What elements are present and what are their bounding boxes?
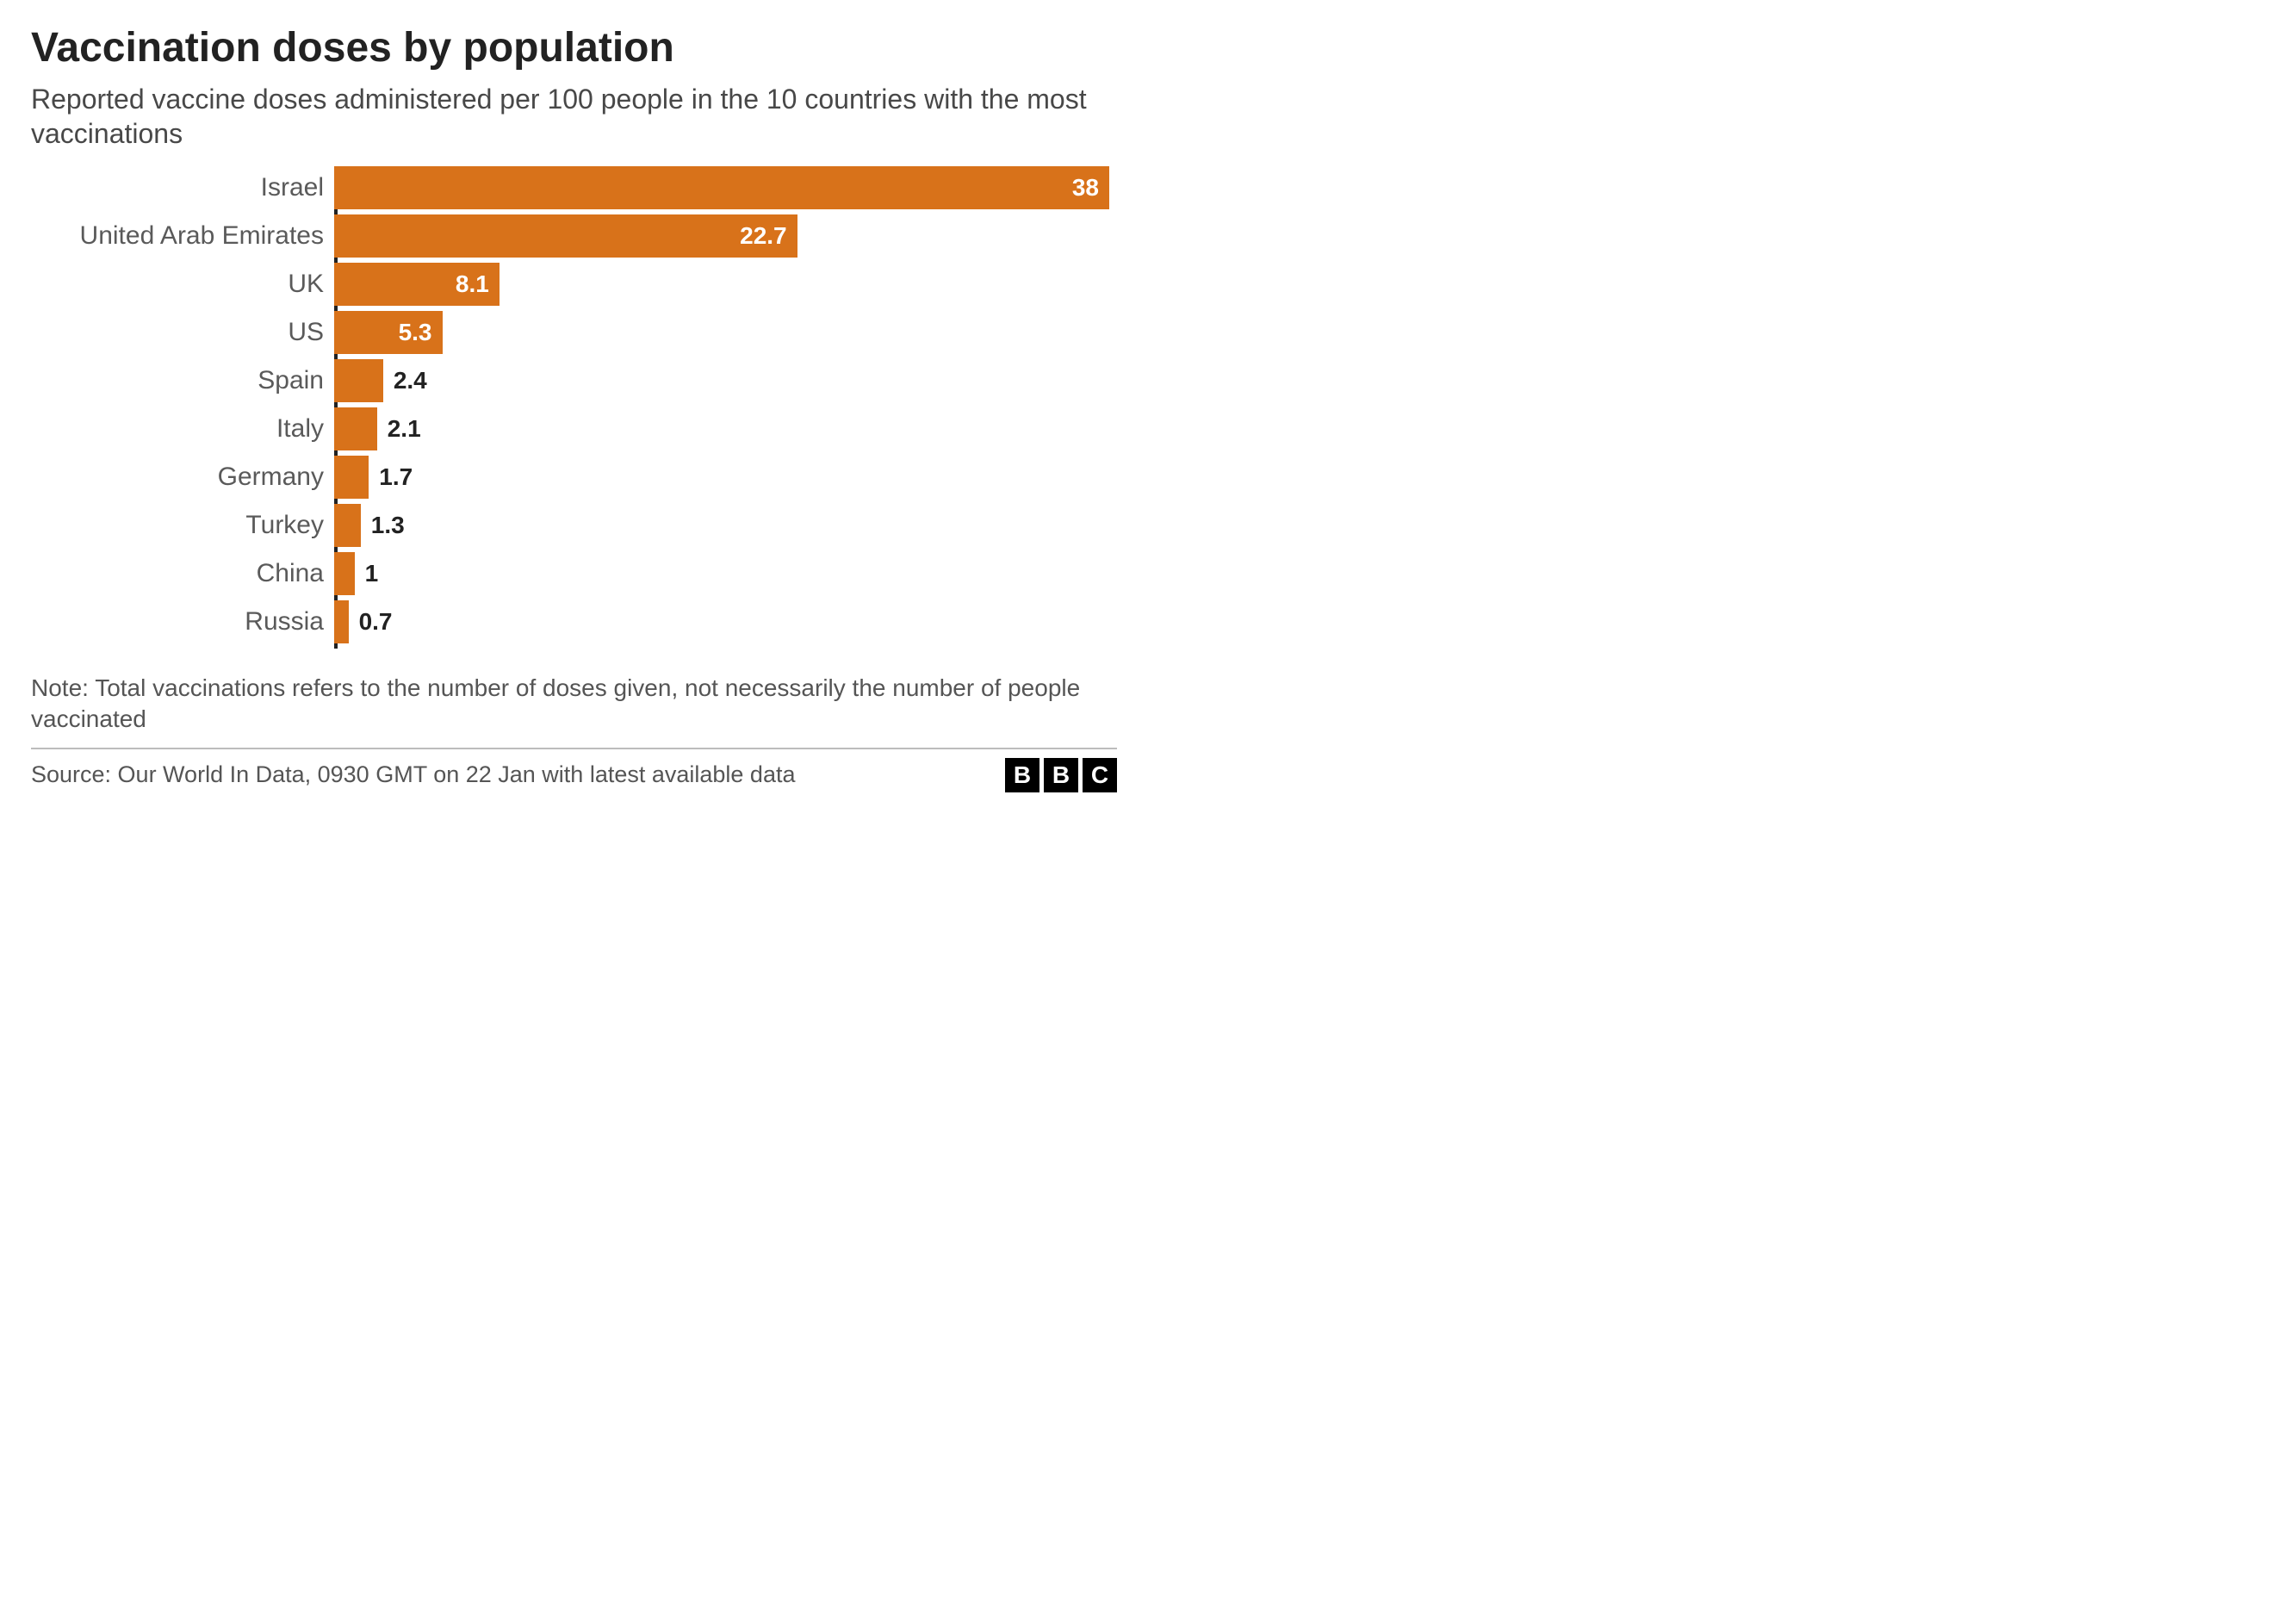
bars-group: Israel38 United Arab Emirates22.7 UK8.1 US5… — [334, 166, 1117, 643]
bar-category-label: Turkey — [31, 512, 324, 538]
bar-category-label: Italy — [31, 416, 324, 442]
chart-note: Note: Total vaccinations refers to the n… — [31, 673, 1117, 748]
bar-category-label: Germany — [31, 464, 324, 490]
bar-row: Germany1.7 — [334, 456, 1117, 499]
bar-row: Israel38 — [334, 166, 1117, 209]
chart-subtitle: Reported vaccine doses administered per … — [31, 82, 1117, 151]
bar: 38 — [334, 166, 1109, 209]
chart-footer: Source: Our World In Data, 0930 GMT on 2… — [31, 748, 1117, 806]
chart-container: Vaccination doses by population Reported… — [0, 0, 1148, 806]
bar-row: Italy2.1 — [334, 407, 1117, 450]
bar-value-label: 5.3 — [399, 319, 432, 346]
bbc-logo-letter: B — [1005, 758, 1039, 792]
bbc-logo: B B C — [1005, 758, 1117, 792]
bbc-logo-letter: B — [1044, 758, 1078, 792]
bar-value-label: 0.7 — [359, 608, 393, 636]
bar — [334, 552, 355, 595]
bar-category-label: Israel — [31, 175, 324, 201]
bar-row: China1 — [334, 552, 1117, 595]
bar-row: Russia0.7 — [334, 600, 1117, 643]
bar-value-label: 2.4 — [394, 367, 427, 394]
bar-category-label: UK — [31, 271, 324, 297]
bar: 22.7 — [334, 214, 797, 258]
bar-value-label: 2.1 — [388, 415, 421, 443]
plot-area: Israel38United Arab Emirates22.7UK8.1US5… — [31, 166, 1117, 668]
bar — [334, 456, 369, 499]
bar-category-label: Russia — [31, 609, 324, 635]
bar-category-label: China — [31, 561, 324, 587]
bar — [334, 359, 383, 402]
bar-category-label: Spain — [31, 368, 324, 394]
bar-row: Spain2.4 — [334, 359, 1117, 402]
bar-value-label: 1.3 — [371, 512, 405, 539]
bar-category-label: United Arab Emirates — [31, 223, 324, 249]
bar — [334, 504, 361, 547]
bbc-logo-letter: C — [1083, 758, 1117, 792]
bar-value-label: 38 — [1072, 174, 1099, 202]
bar — [334, 407, 377, 450]
bar-value-label: 1.7 — [379, 463, 413, 491]
bar: 5.3 — [334, 311, 443, 354]
chart-source: Source: Our World In Data, 0930 GMT on 2… — [31, 761, 795, 788]
bar-value-label: 8.1 — [456, 270, 489, 298]
bar-category-label: US — [31, 320, 324, 345]
bar-row: Turkey1.3 — [334, 504, 1117, 547]
bar-value-label: 1 — [365, 560, 379, 587]
bar-row: United Arab Emirates22.7 — [334, 214, 1117, 258]
bar-row: US5.3 — [334, 311, 1117, 354]
bar — [334, 600, 349, 643]
bar-row: UK8.1 — [334, 263, 1117, 306]
bar: 8.1 — [334, 263, 500, 306]
chart-title: Vaccination doses by population — [31, 26, 1117, 71]
bar-value-label: 22.7 — [740, 222, 787, 250]
